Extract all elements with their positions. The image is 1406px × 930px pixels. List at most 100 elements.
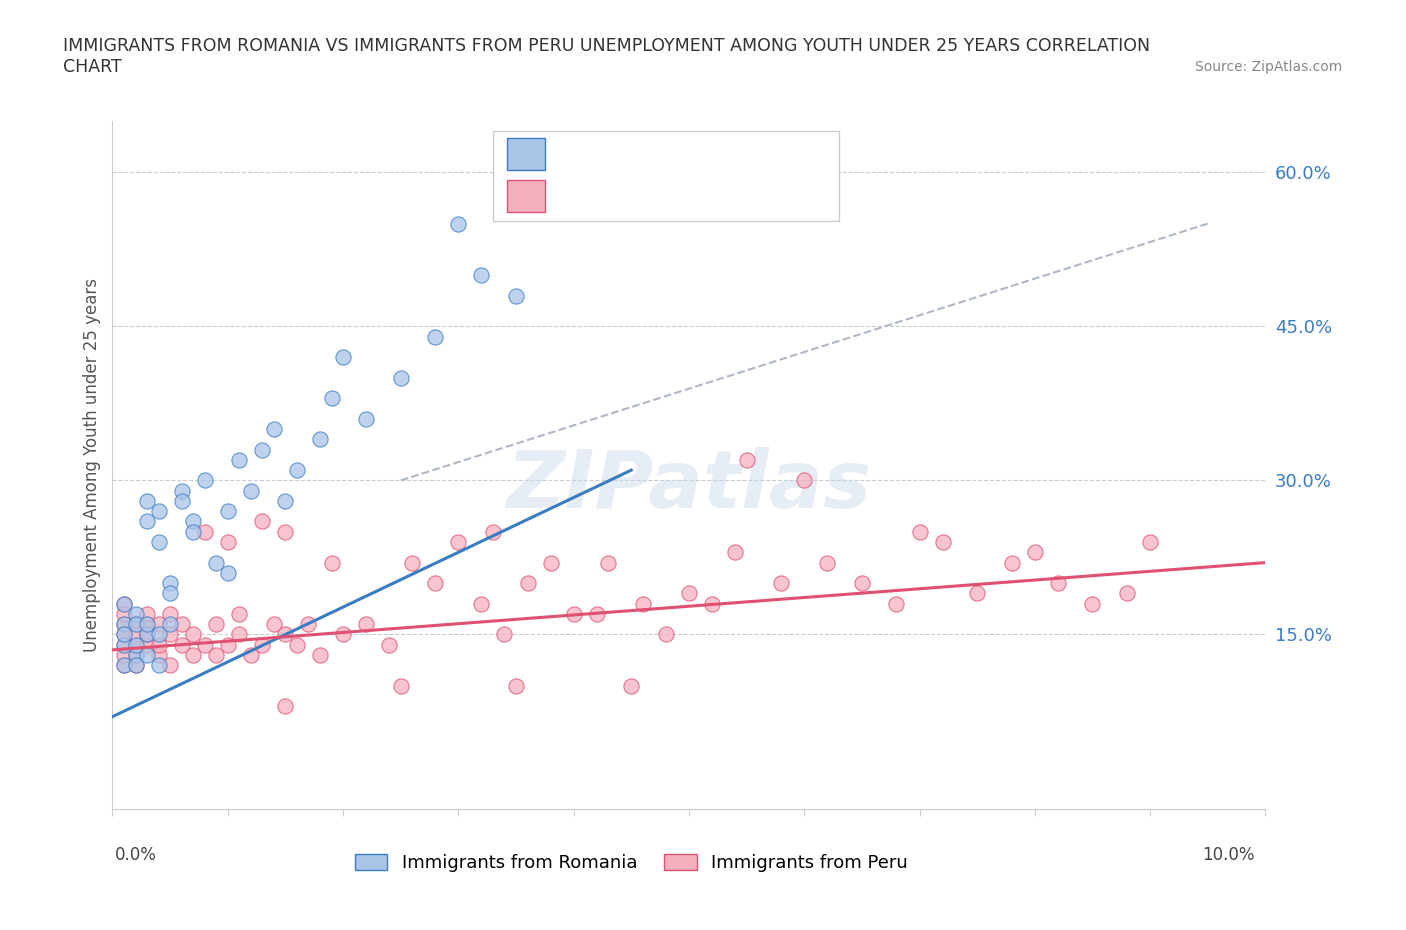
Point <box>136 606 159 621</box>
Point <box>321 391 343 405</box>
Point <box>112 637 135 652</box>
Point <box>170 637 193 652</box>
Point <box>1116 586 1139 601</box>
Point <box>815 555 838 570</box>
Point <box>148 617 170 631</box>
Point <box>124 617 146 631</box>
Point <box>148 637 170 652</box>
Point <box>194 637 217 652</box>
Point <box>793 473 815 488</box>
Point <box>181 514 204 529</box>
Point <box>482 525 505 539</box>
Point <box>136 494 159 509</box>
Point <box>159 586 181 601</box>
Point <box>136 647 159 662</box>
Point <box>159 617 181 631</box>
Point <box>136 627 159 642</box>
Point <box>170 617 193 631</box>
Point <box>170 494 193 509</box>
Point <box>159 606 181 621</box>
Point <box>851 576 873 591</box>
Point <box>770 576 793 591</box>
Point <box>447 216 470 231</box>
Point <box>228 627 250 642</box>
Point <box>389 678 412 693</box>
Point <box>297 617 319 631</box>
Point <box>1081 596 1104 611</box>
Point <box>205 647 228 662</box>
Point <box>124 606 146 621</box>
Legend: Immigrants from Romania, Immigrants from Peru: Immigrants from Romania, Immigrants from… <box>347 846 915 879</box>
Point <box>309 432 332 446</box>
Point <box>1024 545 1046 560</box>
Point <box>112 658 135 672</box>
Point <box>378 637 401 652</box>
Point <box>655 627 678 642</box>
Point <box>181 525 204 539</box>
Point <box>631 596 654 611</box>
Point <box>239 647 262 662</box>
Point <box>252 637 274 652</box>
Point <box>170 484 193 498</box>
Point <box>470 268 492 283</box>
Point <box>724 545 747 560</box>
Point <box>620 678 643 693</box>
Point <box>148 535 170 550</box>
Point <box>505 678 527 693</box>
Point <box>124 637 146 652</box>
Point <box>931 535 953 550</box>
Point <box>274 525 297 539</box>
Point <box>124 647 146 662</box>
Point <box>735 452 758 467</box>
Point <box>112 596 135 611</box>
Point <box>562 606 585 621</box>
Point <box>124 647 146 662</box>
Point <box>148 627 170 642</box>
Point <box>886 596 908 611</box>
Point <box>321 555 343 570</box>
Point <box>252 442 274 457</box>
Point <box>678 586 700 601</box>
Point <box>112 606 135 621</box>
Point <box>124 617 146 631</box>
Point <box>217 535 239 550</box>
Point <box>274 627 297 642</box>
Point <box>447 535 470 550</box>
Point <box>112 647 135 662</box>
Point <box>217 504 239 519</box>
Point <box>540 555 562 570</box>
Point <box>112 658 135 672</box>
Point <box>274 699 297 714</box>
Point <box>136 514 159 529</box>
Point <box>112 596 135 611</box>
Point <box>401 555 423 570</box>
Point <box>217 637 239 652</box>
Point <box>112 617 135 631</box>
Point <box>217 565 239 580</box>
Point <box>354 411 377 426</box>
Point <box>598 555 620 570</box>
Point <box>124 627 146 642</box>
Point <box>332 350 354 365</box>
Point <box>263 421 285 436</box>
Point <box>309 647 332 662</box>
Point <box>274 494 297 509</box>
Point <box>181 627 204 642</box>
Point <box>389 370 412 385</box>
Point <box>112 627 135 642</box>
Point <box>470 596 492 611</box>
Point <box>159 627 181 642</box>
Point <box>124 658 146 672</box>
Point <box>136 637 159 652</box>
Point <box>136 617 159 631</box>
Point <box>228 452 250 467</box>
Point <box>239 484 262 498</box>
Point <box>148 647 170 662</box>
Point <box>159 576 181 591</box>
Y-axis label: Unemployment Among Youth under 25 years: Unemployment Among Youth under 25 years <box>83 278 101 652</box>
Point <box>908 525 931 539</box>
Text: 0.0%: 0.0% <box>115 846 157 864</box>
Text: 10.0%: 10.0% <box>1202 846 1254 864</box>
Point <box>1001 555 1024 570</box>
Point <box>354 617 377 631</box>
